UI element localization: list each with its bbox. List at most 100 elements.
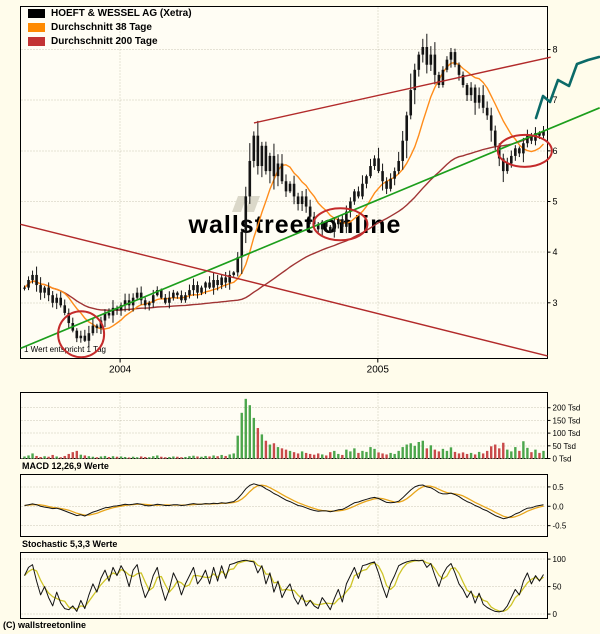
candle-body [147,302,151,306]
y-tick-label: 3 [553,298,558,308]
volume-bar [465,453,469,459]
volume-bar [381,453,384,459]
x-tick-label: 2004 [109,365,132,376]
y-tick-label: 7 [553,95,558,105]
volume-bar [123,456,127,459]
price-panel [20,6,548,359]
candle-body [437,74,441,86]
candle-body [168,297,171,303]
stochastic-panel-title: Stochastic 5,3,3 Werte [22,539,118,549]
candle-body [204,282,207,288]
candle-body [208,282,211,288]
candle-body [538,133,541,136]
candle-body [389,178,392,189]
candle-body [83,335,87,341]
candle-body [341,219,344,227]
downtrend-trendline [20,223,548,357]
highlight-ellipse [57,310,106,359]
candle-body [196,285,199,293]
volume-bar [168,456,171,459]
candle-body [409,90,413,116]
volume-bar [47,456,50,459]
support-trendline [20,107,600,350]
candle-body [457,64,461,75]
volume-bar [312,454,316,459]
volume-bar [494,444,497,459]
volume-bar [413,445,416,459]
candle-body [232,272,236,275]
volume-bar [345,449,348,459]
candlestick-series [23,33,545,348]
y-tick-label: 5 [553,196,558,206]
candle-body [401,140,404,161]
volume-bar [502,442,505,459]
volume-bar [131,456,135,459]
volume-bars [23,398,545,459]
volume-bar [506,449,509,459]
volume-bar [111,456,115,459]
volume-bar [510,451,513,459]
macd-panel-title: MACD 12,26,9 Werte [22,461,109,471]
legend-row: Durchschnitt 200 Tage [28,35,192,48]
highlight-ellipse [496,133,553,168]
volume-bar [264,440,268,459]
volume-bar [437,451,441,459]
volume-bar [445,450,449,459]
candle-body [292,183,296,197]
candle-body [272,155,276,177]
volume-bar [35,455,38,459]
candle-body [441,69,445,86]
volume-bar [39,456,42,459]
volume-bar [405,444,408,459]
watermark-logo [245,196,260,212]
candle-body [373,158,376,167]
stochastic-panel [20,552,548,619]
volume-bar [228,454,231,459]
volume-bar [349,451,352,459]
volume-bar [204,455,207,459]
volume-bar [469,452,473,459]
volume-bar [421,440,425,459]
volume-bar [542,450,545,459]
volume-bar [260,434,264,459]
candle-body [95,325,99,329]
candle-body [433,54,437,75]
copyright-text: (C) wallstreetonline [3,620,87,630]
candle-body [111,307,115,316]
candle-body [43,287,46,293]
candle-body [143,300,147,306]
volume-bar [429,445,433,459]
candle-body [256,135,260,167]
candle-body [320,221,324,230]
candle-body [518,148,521,154]
candle-body [361,183,364,197]
volume-bar [196,456,199,459]
y-tick-label: 0 Tsd [553,455,572,464]
candle-body [393,171,396,179]
candle-body [172,292,175,298]
volume-bar [304,452,308,459]
volume-bar [75,450,79,459]
volume-bar [51,454,54,459]
volume-bar [481,453,485,459]
candle-body [465,85,469,96]
candle-body [135,292,139,298]
volume-bar [337,453,340,459]
candle-body [288,183,292,192]
candle-body [184,295,187,301]
candle-body [244,196,248,232]
volume-bar [276,447,280,459]
candle-body [349,201,352,212]
volume-bar [139,456,143,459]
volume-bar [55,456,58,459]
volume-bar [361,450,364,459]
candle-body [425,47,429,65]
volume-bar [296,453,300,459]
candle-body [139,292,143,301]
candle-body [501,158,505,172]
volume-bar [59,457,62,459]
candle-body [284,181,288,192]
candle-body [505,163,509,172]
candle-body [176,292,179,296]
volume-bar [538,452,541,459]
